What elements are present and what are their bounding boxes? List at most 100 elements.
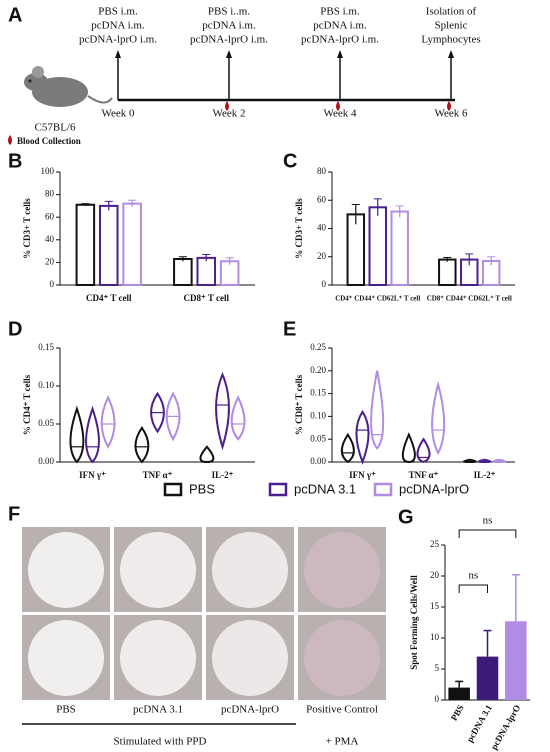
- x-tick-label: CD8⁺ T cell: [184, 293, 230, 303]
- y-tick-label: 0.00: [38, 456, 54, 466]
- y-tick-label: 80: [45, 189, 55, 199]
- blood-drop: [225, 101, 229, 111]
- footer: Stimulated with PPD: [114, 736, 207, 748]
- blood-label: Blood Collection: [17, 136, 81, 146]
- x-tick-label: TNF α⁺: [143, 470, 173, 480]
- step-text: pcDNA i.m.: [313, 20, 367, 32]
- well-label: pcDNA 3.1: [133, 704, 183, 716]
- week-label: Week 2: [212, 108, 245, 120]
- step-text: Lymphocytes: [421, 34, 480, 46]
- y-tick-label: 0.25: [310, 342, 326, 352]
- blood-drop: [447, 101, 451, 111]
- y-tick-label: 0: [322, 279, 327, 289]
- week-label: Week 0: [101, 108, 135, 120]
- bar: [75, 203, 96, 287]
- y-tick-label: 60: [317, 194, 327, 204]
- blood-drop: [336, 101, 340, 111]
- bar: [390, 210, 409, 286]
- bar: [448, 687, 470, 700]
- y-axis-label: % CD4⁺ T cells: [22, 374, 32, 435]
- step-text: pcDNA-lprO i.m.: [301, 34, 379, 46]
- legend-swatch: [268, 482, 288, 497]
- panel-label: G: [398, 506, 414, 528]
- step-text: pcDNA-lprO i.m.: [190, 34, 268, 46]
- violin: [431, 380, 446, 456]
- y-tick-label: 0.05: [310, 433, 326, 443]
- y-tick-label: 40: [317, 223, 327, 233]
- y-axis-label: % CD8⁺ T cells: [294, 374, 304, 435]
- bracket: [458, 529, 517, 538]
- y-tick-label: 0.00: [310, 456, 326, 466]
- panel-label: B: [8, 150, 22, 172]
- x-tick-label: IFN γ⁺: [79, 470, 106, 480]
- bar: [196, 256, 217, 287]
- violin: [401, 432, 416, 464]
- bar: [98, 204, 119, 286]
- y-tick-label: 0.05: [38, 418, 54, 428]
- annotation: ns: [483, 515, 493, 527]
- y-axis-label: % CD3+ T cells: [294, 198, 304, 259]
- step-text: pcDNA i.m.: [202, 20, 256, 32]
- week-label: Week 4: [323, 108, 357, 120]
- y-tick-label: 100: [41, 166, 55, 176]
- bar: [122, 202, 142, 286]
- step-text: pcDNA i.m.: [91, 20, 145, 32]
- mouse-icon: [24, 66, 113, 107]
- legend-label: pcDNA-lprO: [399, 481, 469, 496]
- violin: [215, 372, 230, 451]
- x-tick-label: IL-2⁺: [474, 470, 496, 480]
- step-text: PBS i.m.: [98, 6, 138, 18]
- y-tick-label: 15: [430, 601, 440, 611]
- step-text: PBS i..m.: [208, 6, 250, 18]
- annotation: ns: [468, 570, 478, 582]
- violin: [230, 395, 246, 441]
- bar: [505, 621, 527, 700]
- bar: [173, 258, 193, 287]
- y-tick-label: 0.10: [310, 410, 326, 420]
- legend-swatch: [373, 482, 393, 497]
- y-axis-label: Spot Forming Cells/Well: [409, 575, 419, 670]
- blood-drop: [8, 135, 12, 145]
- well-label: Positive Control: [306, 704, 378, 716]
- violin: [85, 405, 100, 464]
- x-tick-label: PBS: [449, 703, 466, 722]
- bar: [476, 656, 499, 700]
- y-tick-label: 0.10: [38, 380, 54, 390]
- legend-swatch: [163, 482, 183, 497]
- y-tick-label: 80: [317, 166, 327, 176]
- x-tick-label: pcDNA 3.1: [465, 703, 495, 744]
- violin: [416, 437, 431, 464]
- y-tick-label: 40: [45, 234, 55, 244]
- y-tick-label: 5: [435, 663, 440, 673]
- wells: [22, 527, 386, 700]
- y-axis-label: % CD3+ T cells: [22, 198, 32, 259]
- violin: [370, 370, 385, 450]
- x-tick-label: IL-2⁺: [212, 470, 234, 480]
- violin: [134, 426, 150, 464]
- y-tick-label: 0.20: [310, 365, 326, 375]
- arrow-head: [115, 50, 121, 58]
- bracket: [458, 584, 488, 593]
- panel-label: C: [283, 150, 297, 172]
- y-tick-label: 25: [430, 539, 440, 549]
- well-label: PBS: [56, 704, 76, 716]
- y-tick-label: 10: [430, 632, 440, 642]
- step-text: Splenic: [435, 20, 468, 32]
- violin: [355, 410, 370, 465]
- y-tick-label: 0.15: [38, 342, 54, 352]
- bar: [438, 258, 457, 287]
- x-tick-label: IFN γ⁺: [349, 470, 376, 480]
- violin: [340, 432, 355, 464]
- panel-label: F: [8, 503, 20, 525]
- arrow-head: [226, 50, 232, 58]
- y-tick-label: 0.15: [310, 388, 326, 398]
- footer: + PMA: [326, 736, 359, 748]
- y-tick-label: 60: [45, 211, 55, 221]
- y-tick-label: 20: [317, 251, 327, 261]
- legend-label: PBS: [189, 481, 215, 496]
- step-text: pcDNA-lprO i.m.: [79, 34, 157, 46]
- bar: [368, 206, 387, 286]
- panel-label: E: [283, 318, 296, 340]
- x-tick-label: CD4⁺ CD44⁺ CD62L⁺ T cell: [335, 295, 420, 303]
